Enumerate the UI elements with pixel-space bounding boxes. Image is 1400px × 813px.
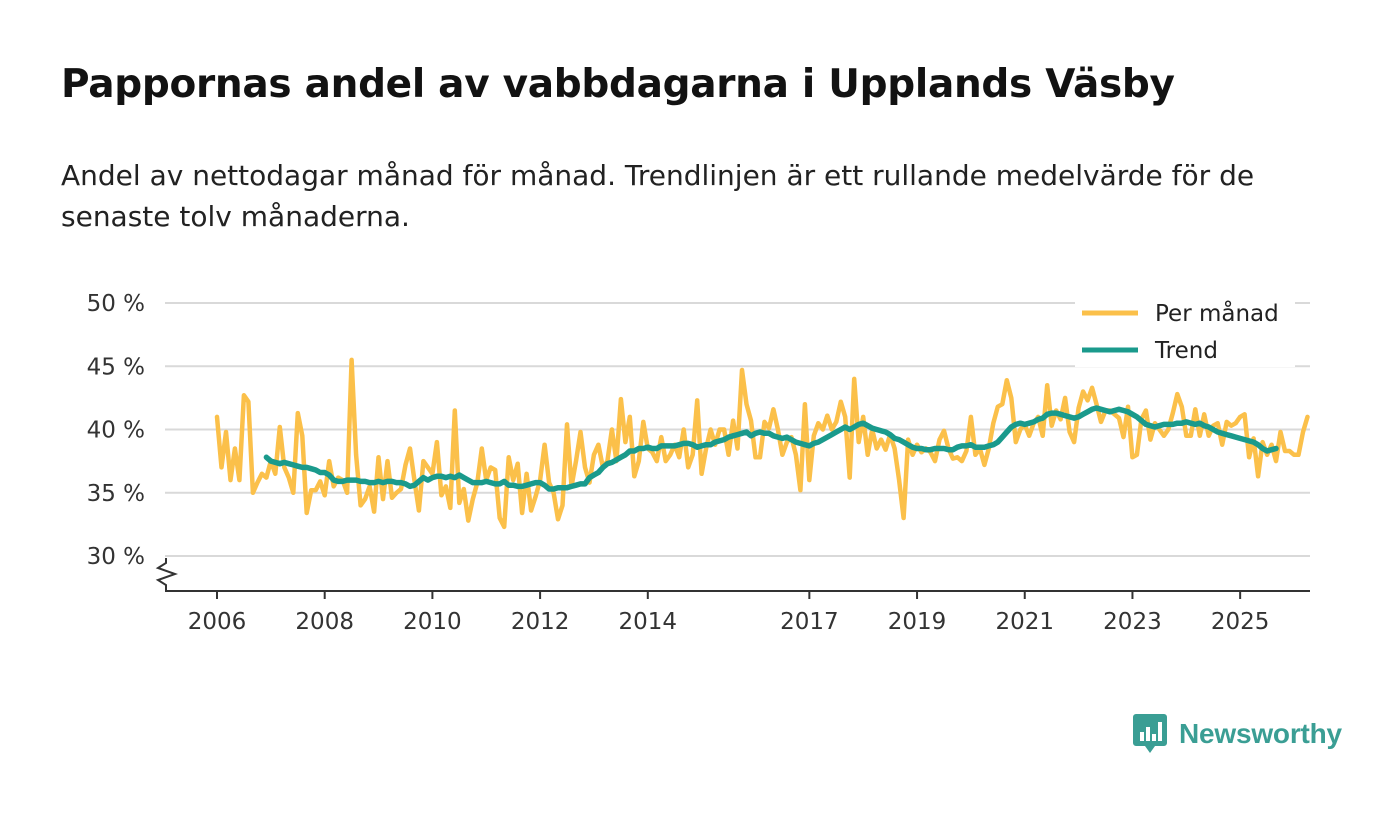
x-tick-label: 2006 xyxy=(188,609,247,635)
series-line-trend xyxy=(263,405,1279,492)
x-tick-label: 2014 xyxy=(619,609,678,635)
x-tick-label: 2021 xyxy=(995,609,1054,635)
x-tick-label: 2017 xyxy=(780,609,839,635)
legend-label: Per månad xyxy=(1155,299,1279,327)
legend: Per månad Trend xyxy=(1075,295,1295,367)
x-tick-label: 2023 xyxy=(1103,609,1162,635)
chart-title: Pappornas andel av vabbdagarna i Uppland… xyxy=(61,62,1175,107)
series-lines xyxy=(214,357,1310,530)
axis-break-icon xyxy=(155,558,179,591)
y-tick-label: 40 % xyxy=(87,418,145,444)
brand-name: Newsworthy xyxy=(1179,718,1342,749)
newsworthy-logo-icon xyxy=(1133,714,1167,753)
y-tick-label: 30 % xyxy=(87,544,145,570)
x-tick-label: 2019 xyxy=(888,609,947,635)
legend-label: Trend xyxy=(1154,338,1218,364)
y-tick-label: 35 % xyxy=(87,481,145,507)
chart-subtitle: Andel av nettodagar månad för månad. Tre… xyxy=(61,159,1255,233)
y-tick-label: 50 % xyxy=(87,291,145,317)
y-axis: 30 % 35 % 40 % 45 % 50 % xyxy=(87,291,145,570)
newsworthy-logo: Newsworthy xyxy=(1133,712,1342,756)
series-line-per-manad xyxy=(214,357,1310,530)
x-axis: 2006 2008 2010 2012 2014 2017 2019 2021 2023 2025 xyxy=(155,558,1310,635)
y-tick-label: 45 % xyxy=(87,354,145,380)
x-tick-label: 2025 xyxy=(1211,609,1270,635)
x-tick-label: 2012 xyxy=(511,609,570,635)
x-tick-label: 2010 xyxy=(403,609,462,635)
x-tick-label: 2008 xyxy=(295,609,354,635)
legend-background xyxy=(1075,295,1295,367)
